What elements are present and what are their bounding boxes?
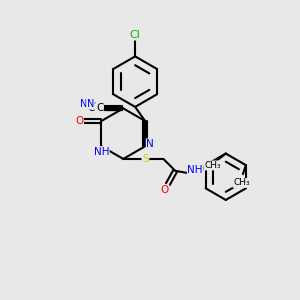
Text: CH₃: CH₃ <box>233 178 250 188</box>
Text: N: N <box>146 139 154 149</box>
Text: O: O <box>161 185 169 195</box>
Text: NH: NH <box>188 165 203 175</box>
Text: NH: NH <box>94 147 109 157</box>
Text: O: O <box>75 116 83 126</box>
Text: Cl: Cl <box>130 30 141 40</box>
Text: N: N <box>87 99 94 109</box>
Text: N: N <box>80 99 87 109</box>
Text: C: C <box>96 103 103 113</box>
Text: S: S <box>142 154 149 164</box>
Text: CH₃: CH₃ <box>204 161 221 170</box>
Text: C: C <box>88 103 95 113</box>
